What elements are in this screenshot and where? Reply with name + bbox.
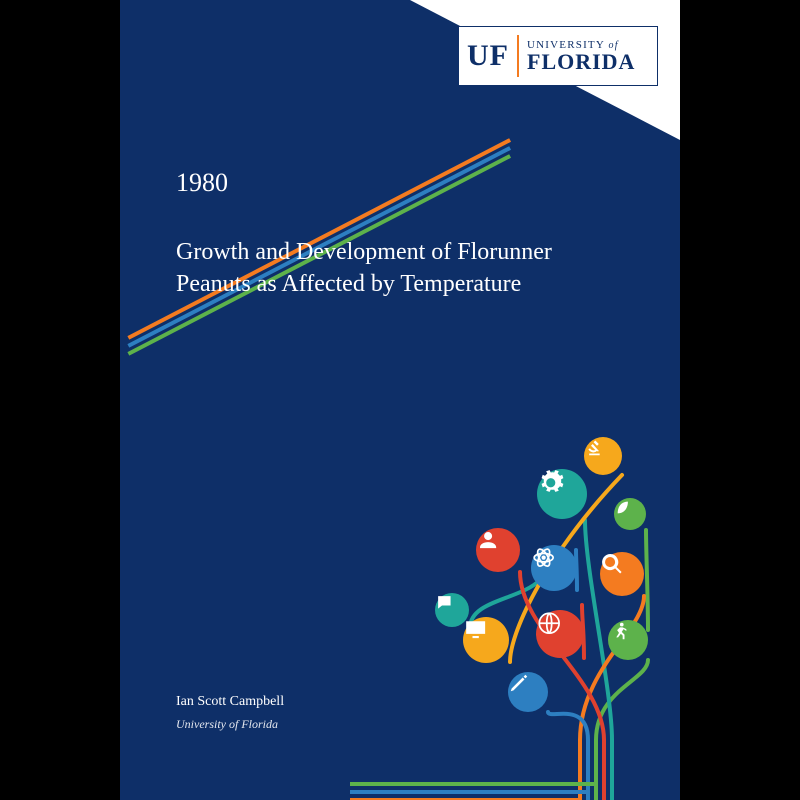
tree-graphic <box>350 430 680 800</box>
uf-bottom-line: FLORIDA <box>527 51 635 73</box>
affiliation: University of Florida <box>176 717 278 732</box>
uf-mono: UF <box>467 39 509 73</box>
pencil-icon <box>508 672 548 712</box>
author: Ian Scott Campbell <box>176 694 284 710</box>
uf-logo: UF UNIVERSITY of FLORIDA <box>458 26 658 86</box>
tree-branches <box>350 430 680 800</box>
uf-divider <box>517 35 519 77</box>
leaf-icon <box>614 498 646 530</box>
globe-icon <box>536 610 584 658</box>
year: 1980 <box>176 168 228 198</box>
monitor-icon <box>463 617 509 663</box>
runner-icon <box>608 620 648 660</box>
person-icon <box>476 528 520 572</box>
book-cover: UF UNIVERSITY of FLORIDA 1980 Growth and… <box>120 0 680 800</box>
title: Growth and Development of Florunner Pean… <box>176 236 620 301</box>
magnify-icon <box>600 552 644 596</box>
microscope-icon <box>584 437 622 475</box>
gears-icon <box>537 469 587 519</box>
uf-text: UNIVERSITY of FLORIDA <box>527 40 635 73</box>
atom-icon <box>531 545 577 591</box>
